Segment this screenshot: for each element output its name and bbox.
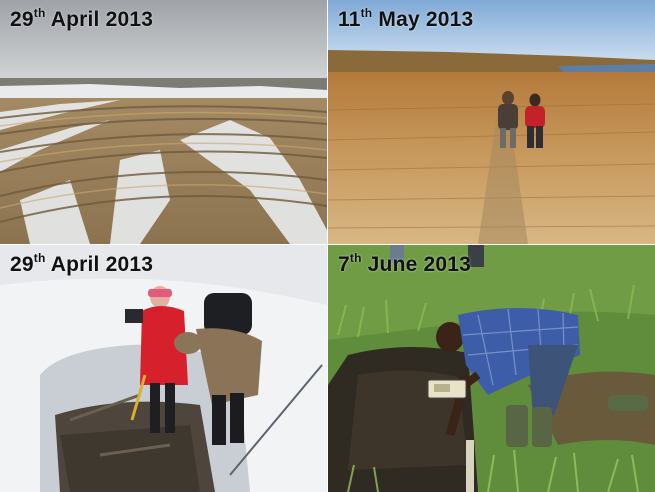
water-sampling-image [328,245,655,492]
date-caption-3: 29th April 2013 [10,251,154,276]
snowy-field-image [0,0,327,244]
photo-golden-field: 11th May 2013 [328,0,655,244]
date-caption-4: 7th June 2013 [338,251,472,276]
date-caption-2: 11th May 2013 [338,6,474,31]
golden-field-image [328,0,655,244]
photo-water-sampling: 7th June 2013 [328,245,655,492]
snow-pit-image [0,245,327,492]
date-caption-1: 29th April 2013 [10,6,154,31]
photo-snowy-field: 29th April 2013 [0,0,327,244]
photo-snow-pit: 29th April 2013 [0,245,327,492]
